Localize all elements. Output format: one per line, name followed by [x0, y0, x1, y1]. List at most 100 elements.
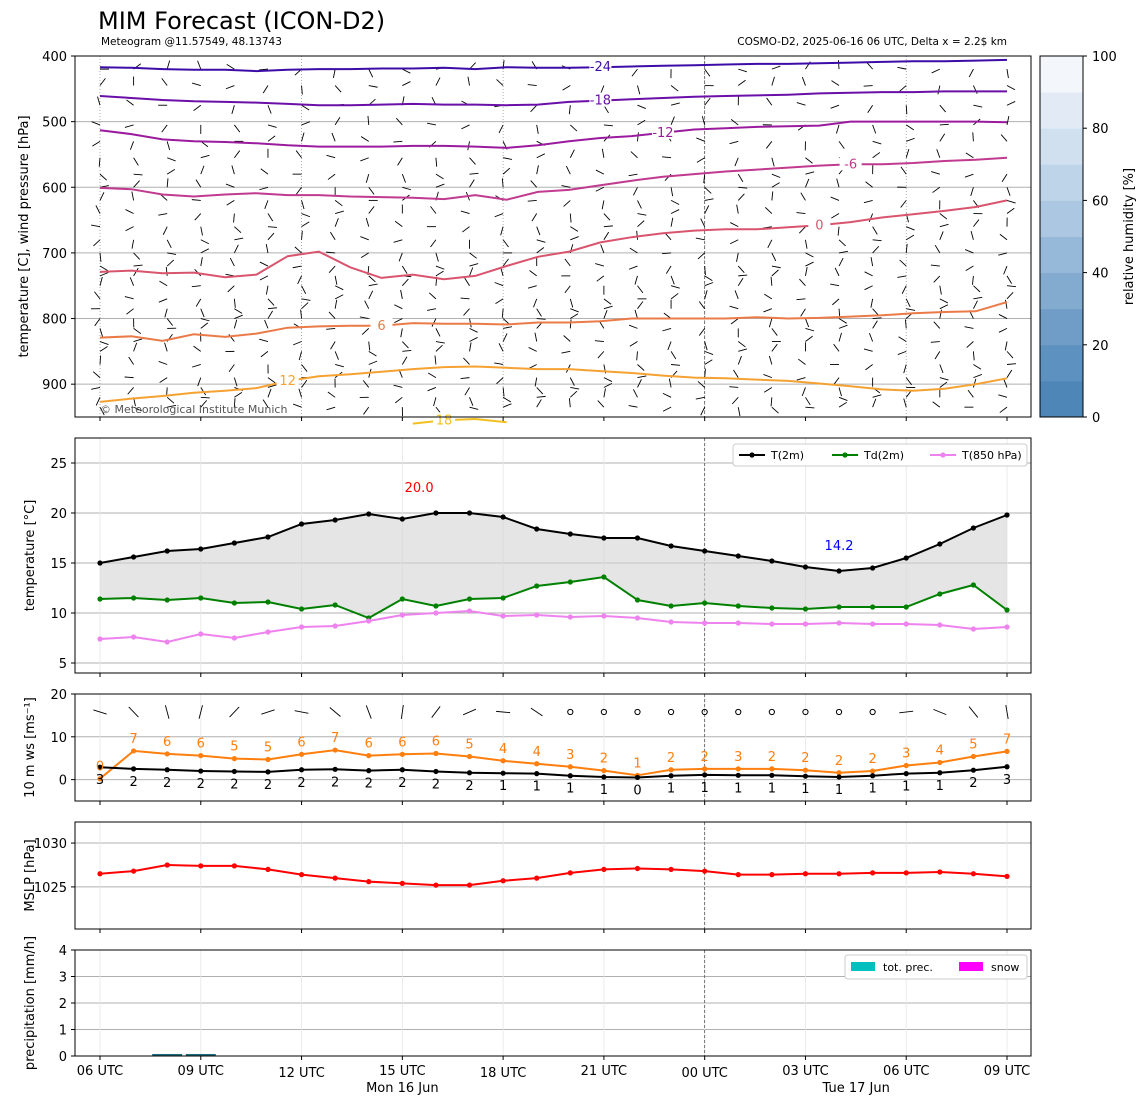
- wind-barb: [166, 60, 171, 70]
- wind-barb: [729, 239, 739, 245]
- wind-barb: [595, 169, 605, 175]
- wind-barb: [771, 173, 781, 178]
- gust-point: [735, 766, 741, 772]
- wind-barb: [637, 301, 644, 309]
- wind-barb: [166, 141, 171, 151]
- model-subtitle: COSMO-D2, 2025-06-16 06 UTC, Delta x = 2…: [737, 36, 1007, 48]
- time-tick-label: 12 UTC: [278, 1066, 324, 1081]
- wind-barb: [838, 141, 845, 149]
- wind-barb: [461, 124, 470, 130]
- wind-barb: [94, 318, 101, 327]
- wind-barb: [831, 213, 840, 219]
- mean-wind-point: [937, 770, 943, 776]
- wind-barb: [601, 200, 605, 210]
- wind-barb: [262, 85, 269, 94]
- location-subtitle: Meteogram @11.57549, 48.13743: [101, 36, 282, 48]
- wind-barb: [600, 244, 605, 254]
- day-label: Tue 17 Jun: [822, 1081, 890, 1096]
- mean-wind-value-label: 1: [499, 779, 507, 794]
- calm-wind-marker: [869, 708, 876, 716]
- wind-barb: [401, 278, 409, 287]
- wind-barb: [329, 707, 341, 717]
- wind-barb: [530, 180, 538, 188]
- wind-barb: [1006, 187, 1011, 196]
- wind-barb: [530, 104, 538, 113]
- mean-wind-point: [567, 773, 573, 779]
- wind-barb: [469, 267, 474, 277]
- wind-barb: [502, 239, 509, 248]
- t850-line: [99, 609, 1008, 644]
- t850-point: [769, 621, 775, 627]
- mean-wind-value-label: 2: [264, 778, 272, 793]
- wind-barb: [159, 377, 168, 383]
- wind-barb: [502, 333, 508, 342]
- gust-value-label: 1: [633, 756, 641, 771]
- wind-barb: [530, 707, 543, 717]
- wind-barb: [771, 269, 779, 277]
- mslp-point: [903, 870, 909, 876]
- wind-barb: [402, 68, 411, 74]
- wind-barb: [469, 263, 479, 267]
- wind-barb: [367, 115, 370, 125]
- td2m-point: [634, 597, 641, 603]
- colorbar-tick-label: 0: [1092, 411, 1100, 426]
- t2m-point: [466, 510, 473, 516]
- mean-wind-value-label: 1: [902, 780, 910, 795]
- wind-barb: [670, 351, 677, 360]
- gust-point: [1004, 748, 1010, 754]
- pressure-tick-label: 700: [42, 247, 67, 262]
- wind-barb: [293, 341, 302, 346]
- wind-barb: [628, 324, 638, 329]
- wind-barb: [326, 327, 336, 330]
- wind-barb: [435, 270, 444, 277]
- wind-barb: [502, 258, 509, 267]
- time-tick-label: 00 UTC: [681, 1066, 727, 1081]
- wind-barb: [905, 124, 915, 131]
- precipitation-tick-label: 3: [59, 971, 67, 986]
- wind-barb: [837, 226, 840, 236]
- td2m-point: [466, 596, 473, 602]
- dewpoint-spread-fill: [100, 513, 1007, 618]
- wind-barb: [368, 341, 371, 351]
- gust-value-label: 4: [533, 745, 541, 760]
- legend-entry: snow: [991, 961, 1019, 974]
- t2m-point: [937, 541, 943, 547]
- wind-barb: [601, 148, 605, 158]
- gust-value-label: 4: [499, 742, 507, 757]
- gust-point: [198, 753, 204, 759]
- isotherm-label-bg: [589, 92, 612, 107]
- wind-barb: [234, 237, 244, 241]
- wind-barb: [261, 709, 275, 715]
- wind-barb: [837, 60, 840, 70]
- wind-barb: [267, 384, 277, 388]
- wind-barb: [670, 116, 675, 126]
- legend-marker: [842, 452, 848, 458]
- wind-barb: [464, 277, 470, 286]
- mslp-point: [130, 868, 137, 874]
- wind-barb: [838, 402, 847, 408]
- wind-barb: [462, 708, 477, 716]
- wind-barb: [632, 389, 638, 398]
- mean-wind-point: [231, 768, 237, 775]
- wind-barb: [364, 300, 370, 309]
- wind-barb: [334, 218, 339, 227]
- wind-barb: [368, 206, 375, 214]
- wind-barb: [164, 342, 168, 352]
- wind-barb: [400, 705, 404, 719]
- wind-barb: [126, 308, 134, 315]
- wind-barb: [770, 397, 773, 407]
- isotherm-label: -24: [590, 60, 611, 75]
- wind-barb: [294, 710, 309, 714]
- panel-frame: [74, 55, 1032, 418]
- wind-barb: [998, 327, 1008, 333]
- mean-wind-point: [298, 767, 305, 773]
- wind-barb: [1000, 134, 1008, 142]
- wind-barb: [965, 152, 974, 159]
- wind-barb: [462, 226, 470, 233]
- wind-barb: [698, 301, 706, 309]
- wind-barb: [628, 173, 638, 177]
- wind-barb: [234, 150, 241, 159]
- wind-barb: [400, 289, 403, 299]
- t2m-point: [332, 517, 338, 523]
